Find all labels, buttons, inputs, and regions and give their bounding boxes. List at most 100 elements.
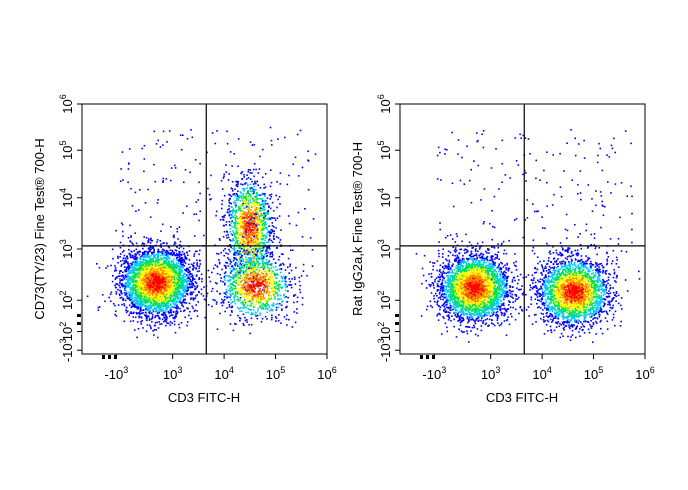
event-dot bbox=[241, 215, 243, 218]
event-dot bbox=[249, 210, 252, 213]
event-dot bbox=[168, 258, 171, 260]
event-dot bbox=[161, 271, 163, 273]
event-dot bbox=[142, 266, 144, 268]
event-dot bbox=[249, 240, 251, 243]
event-dot bbox=[231, 165, 233, 167]
event-dot bbox=[244, 208, 246, 210]
event-dot bbox=[188, 276, 190, 279]
event-dot bbox=[242, 217, 244, 219]
event-dot bbox=[144, 275, 147, 278]
event-dot bbox=[131, 292, 133, 295]
event-dot bbox=[257, 272, 260, 275]
event-dot bbox=[153, 282, 155, 285]
event-dot bbox=[240, 264, 243, 266]
event-dot bbox=[188, 274, 191, 276]
event-dot bbox=[245, 182, 248, 184]
event-dot bbox=[227, 236, 230, 239]
event-dot bbox=[202, 295, 205, 297]
event-dot bbox=[147, 253, 149, 256]
event-dot bbox=[133, 304, 136, 306]
event-dot bbox=[146, 269, 149, 272]
event-dot bbox=[156, 285, 159, 288]
event-dot bbox=[177, 281, 179, 283]
event-dot bbox=[184, 273, 186, 275]
event-dot bbox=[246, 252, 249, 254]
event-dot bbox=[166, 261, 168, 264]
event-dot bbox=[222, 249, 225, 252]
event-dot bbox=[189, 286, 192, 289]
event-dot bbox=[133, 300, 136, 302]
event-dot bbox=[248, 199, 250, 201]
event-dot bbox=[129, 295, 131, 298]
event-dot bbox=[229, 244, 231, 246]
event-dot bbox=[222, 177, 225, 179]
event-dot bbox=[254, 223, 257, 225]
event-dot bbox=[261, 207, 264, 210]
event-dot bbox=[177, 297, 180, 300]
event-dot bbox=[144, 259, 147, 261]
event-dot bbox=[246, 194, 248, 197]
event-dot bbox=[140, 293, 143, 295]
event-dot bbox=[239, 273, 241, 275]
event-dot bbox=[254, 216, 257, 218]
event-dot bbox=[135, 263, 137, 265]
event-dot bbox=[157, 327, 160, 329]
event-dot bbox=[276, 217, 279, 219]
event-dot bbox=[135, 254, 137, 256]
event-dot bbox=[219, 219, 222, 221]
event-dot bbox=[152, 251, 155, 254]
event-dot bbox=[135, 311, 138, 314]
event-dot bbox=[255, 212, 258, 214]
event-dot bbox=[156, 311, 159, 313]
event-dot bbox=[135, 258, 138, 260]
event-dot bbox=[256, 180, 258, 183]
event-dot bbox=[257, 198, 260, 200]
event-dot bbox=[155, 289, 157, 291]
event-dot bbox=[234, 220, 237, 222]
event-dot bbox=[111, 248, 114, 251]
event-dot bbox=[165, 265, 167, 267]
event-dot bbox=[189, 292, 191, 295]
event-dot bbox=[234, 264, 237, 267]
event-dot bbox=[157, 315, 160, 317]
event-dot bbox=[161, 291, 164, 293]
event-dot bbox=[211, 287, 214, 290]
event-dot bbox=[164, 259, 167, 262]
event-dot bbox=[132, 243, 134, 246]
event-dot bbox=[129, 256, 132, 259]
event-dot bbox=[177, 256, 179, 259]
event-dot bbox=[163, 312, 166, 314]
event-dot bbox=[141, 275, 144, 278]
event-dot bbox=[247, 177, 250, 179]
event-dot bbox=[234, 222, 237, 224]
panel-left: -103 103 104 105 106 -103102102103104105106 … bbox=[32, 94, 337, 405]
event-dot bbox=[236, 252, 239, 254]
event-dot bbox=[153, 329, 156, 331]
event-dot bbox=[144, 263, 146, 265]
event-dot bbox=[227, 179, 230, 181]
event-dot bbox=[178, 259, 180, 262]
event-dot bbox=[236, 232, 238, 235]
event-dot bbox=[114, 284, 116, 287]
event-dot bbox=[229, 210, 231, 213]
event-dot bbox=[142, 309, 144, 312]
event-dot bbox=[123, 304, 126, 307]
event-dot bbox=[187, 254, 189, 256]
event-dot bbox=[161, 313, 163, 316]
event-dot bbox=[273, 232, 275, 235]
event-dot bbox=[250, 258, 252, 260]
event-dot bbox=[121, 279, 123, 281]
event-dot bbox=[244, 213, 246, 216]
event-dot bbox=[134, 316, 137, 319]
event-dot bbox=[269, 217, 271, 220]
event-dot bbox=[269, 229, 271, 232]
event-dot bbox=[153, 287, 156, 289]
event-dot bbox=[151, 312, 153, 314]
event-dot bbox=[169, 287, 172, 289]
event-dot bbox=[160, 300, 162, 302]
event-dot bbox=[182, 286, 185, 289]
event-dot bbox=[245, 197, 248, 199]
event-dot bbox=[127, 310, 129, 313]
event-dot bbox=[174, 282, 176, 284]
event-dot bbox=[152, 258, 155, 261]
